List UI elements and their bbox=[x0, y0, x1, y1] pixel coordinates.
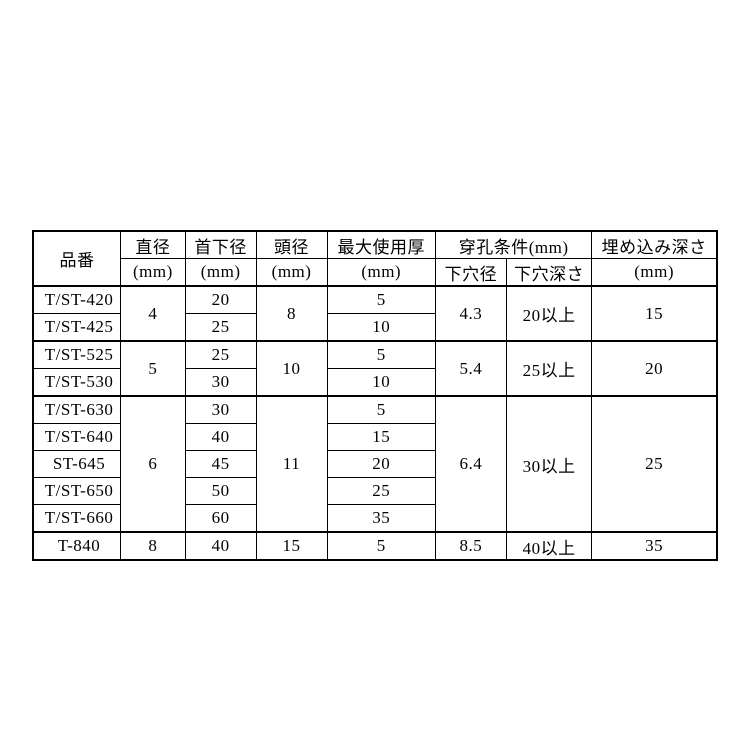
cell-hole-depth: 25以上 bbox=[506, 341, 592, 396]
cell-hole-diameter: 6.4 bbox=[435, 396, 506, 532]
cell-part: ST-645 bbox=[33, 451, 121, 478]
cell-diameter: 8 bbox=[121, 532, 186, 560]
cell-hole-depth: 20以上 bbox=[506, 286, 592, 341]
cell-embed: 20 bbox=[592, 341, 717, 396]
cell-diameter: 5 bbox=[121, 341, 186, 396]
cell-neck: 45 bbox=[185, 451, 256, 478]
header-part-no: 品番 bbox=[33, 231, 121, 286]
cell-neck: 50 bbox=[185, 478, 256, 505]
table-row: T-840 8 40 15 5 8.5 40以上 35 bbox=[33, 532, 717, 560]
cell-head: 10 bbox=[256, 341, 327, 396]
cell-neck: 25 bbox=[185, 314, 256, 342]
cell-max: 35 bbox=[327, 505, 435, 533]
cell-part: T/ST-525 bbox=[33, 341, 121, 369]
cell-head: 8 bbox=[256, 286, 327, 341]
cell-hole-depth: 30以上 bbox=[506, 396, 592, 532]
cell-neck: 40 bbox=[185, 424, 256, 451]
cell-max: 5 bbox=[327, 286, 435, 314]
header-embed-depth: 埋め込み深さ bbox=[592, 231, 717, 259]
table-row: T/ST-525 5 25 10 5 5.4 25以上 20 bbox=[33, 341, 717, 369]
cell-max: 5 bbox=[327, 341, 435, 369]
cell-hole-diameter: 8.5 bbox=[435, 532, 506, 560]
cell-max: 10 bbox=[327, 314, 435, 342]
cell-part: T/ST-630 bbox=[33, 396, 121, 424]
spec-table: 品番 直径 首下径 頭径 最大使用厚 穿孔条件(mm) 埋め込み深さ (mm) … bbox=[32, 230, 718, 561]
cell-hole-diameter: 5.4 bbox=[435, 341, 506, 396]
table-row: T/ST-630 6 30 11 5 6.4 30以上 25 bbox=[33, 396, 717, 424]
cell-max: 20 bbox=[327, 451, 435, 478]
header-hole-diameter: 下穴径 bbox=[435, 259, 506, 287]
cell-hole-depth: 40以上 bbox=[506, 532, 592, 560]
cell-part: T/ST-650 bbox=[33, 478, 121, 505]
header-diameter: 直径 bbox=[121, 231, 186, 259]
cell-neck: 20 bbox=[185, 286, 256, 314]
cell-neck: 25 bbox=[185, 341, 256, 369]
header-drilling-cond: 穿孔条件(mm) bbox=[435, 231, 591, 259]
header-max-unit: (mm) bbox=[327, 259, 435, 287]
cell-neck: 30 bbox=[185, 396, 256, 424]
cell-embed: 35 bbox=[592, 532, 717, 560]
cell-part: T-840 bbox=[33, 532, 121, 560]
header-head-unit: (mm) bbox=[256, 259, 327, 287]
cell-max: 5 bbox=[327, 532, 435, 560]
cell-part: T/ST-640 bbox=[33, 424, 121, 451]
cell-head: 11 bbox=[256, 396, 327, 532]
cell-embed: 25 bbox=[592, 396, 717, 532]
table-row: T/ST-420 4 20 8 5 4.3 20以上 15 bbox=[33, 286, 717, 314]
cell-part: T/ST-425 bbox=[33, 314, 121, 342]
cell-max: 15 bbox=[327, 424, 435, 451]
header-head: 頭径 bbox=[256, 231, 327, 259]
cell-part: T/ST-420 bbox=[33, 286, 121, 314]
cell-hole-diameter: 4.3 bbox=[435, 286, 506, 341]
cell-max: 25 bbox=[327, 478, 435, 505]
cell-part: T/ST-530 bbox=[33, 369, 121, 397]
cell-diameter: 6 bbox=[121, 396, 186, 532]
header-embed-unit: (mm) bbox=[592, 259, 717, 287]
cell-neck: 30 bbox=[185, 369, 256, 397]
cell-head: 15 bbox=[256, 532, 327, 560]
cell-max: 10 bbox=[327, 369, 435, 397]
header-max-thickness: 最大使用厚 bbox=[327, 231, 435, 259]
header-diameter-unit: (mm) bbox=[121, 259, 186, 287]
header-neck: 首下径 bbox=[185, 231, 256, 259]
cell-embed: 15 bbox=[592, 286, 717, 341]
cell-diameter: 4 bbox=[121, 286, 186, 341]
header-neck-unit: (mm) bbox=[185, 259, 256, 287]
cell-max: 5 bbox=[327, 396, 435, 424]
cell-part: T/ST-660 bbox=[33, 505, 121, 533]
cell-neck: 60 bbox=[185, 505, 256, 533]
header-hole-depth: 下穴深さ bbox=[506, 259, 592, 287]
cell-neck: 40 bbox=[185, 532, 256, 560]
